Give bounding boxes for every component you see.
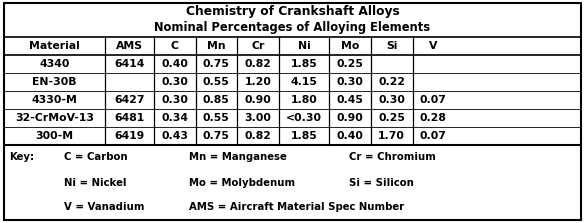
Text: 300-M: 300-M	[36, 131, 74, 141]
Text: 1.20: 1.20	[245, 77, 271, 87]
Text: EN-30B: EN-30B	[32, 77, 77, 87]
Text: 4340: 4340	[39, 59, 70, 69]
Text: 0.55: 0.55	[203, 113, 230, 123]
Text: Mn = Manganese: Mn = Manganese	[189, 153, 287, 163]
Text: 3.00: 3.00	[245, 113, 271, 123]
Text: V = Vanadium: V = Vanadium	[64, 202, 144, 213]
Text: 6414: 6414	[114, 59, 144, 69]
Text: 0.30: 0.30	[378, 95, 405, 105]
Text: 0.30: 0.30	[337, 77, 364, 87]
Text: C: C	[171, 41, 179, 51]
Text: 4330-M: 4330-M	[32, 95, 77, 105]
Text: 6427: 6427	[114, 95, 144, 105]
Text: <0.30: <0.30	[286, 113, 322, 123]
Text: 0.40: 0.40	[161, 59, 188, 69]
Text: 0.30: 0.30	[161, 77, 188, 87]
Text: Ni = Nickel: Ni = Nickel	[64, 178, 126, 188]
Text: 0.55: 0.55	[203, 77, 230, 87]
Text: 0.28: 0.28	[420, 113, 447, 123]
Text: Chemistry of Crankshaft Alloys: Chemistry of Crankshaft Alloys	[185, 6, 400, 19]
Text: 0.07: 0.07	[420, 131, 447, 141]
Text: Si = Silicon: Si = Silicon	[349, 178, 414, 188]
Text: AMS = Aircraft Material Spec Number: AMS = Aircraft Material Spec Number	[189, 202, 404, 213]
Text: Material: Material	[29, 41, 80, 51]
Text: 1.85: 1.85	[291, 59, 318, 69]
Text: 0.85: 0.85	[203, 95, 230, 105]
Text: 0.75: 0.75	[203, 59, 230, 69]
Text: 0.40: 0.40	[337, 131, 364, 141]
Text: 0.22: 0.22	[378, 77, 405, 87]
Text: 0.43: 0.43	[161, 131, 188, 141]
Text: 0.82: 0.82	[245, 59, 271, 69]
Text: 0.90: 0.90	[337, 113, 363, 123]
Text: 0.25: 0.25	[378, 113, 405, 123]
Text: 0.34: 0.34	[161, 113, 188, 123]
Text: 1.70: 1.70	[378, 131, 405, 141]
Text: Nominal Percentages of Alloying Elements: Nominal Percentages of Alloying Elements	[154, 21, 431, 35]
Text: AMS: AMS	[116, 41, 143, 51]
Text: Si: Si	[386, 41, 397, 51]
Text: Cr = Chromium: Cr = Chromium	[349, 153, 436, 163]
Text: Cr: Cr	[251, 41, 264, 51]
Text: 0.07: 0.07	[420, 95, 447, 105]
Text: Mn: Mn	[207, 41, 226, 51]
Text: 0.90: 0.90	[245, 95, 271, 105]
Text: Ni: Ni	[298, 41, 311, 51]
Text: Mo: Mo	[341, 41, 359, 51]
Text: 1.80: 1.80	[291, 95, 318, 105]
Text: 1.85: 1.85	[291, 131, 318, 141]
Text: 0.45: 0.45	[337, 95, 364, 105]
Text: 32-CrMoV-13: 32-CrMoV-13	[15, 113, 94, 123]
Text: 6481: 6481	[115, 113, 144, 123]
Text: 6419: 6419	[115, 131, 144, 141]
Text: V: V	[429, 41, 438, 51]
Text: 4.15: 4.15	[291, 77, 318, 87]
Text: C = Carbon: C = Carbon	[64, 153, 128, 163]
Text: Key:: Key:	[9, 153, 34, 163]
Text: 0.25: 0.25	[337, 59, 364, 69]
Text: 0.82: 0.82	[245, 131, 271, 141]
Text: Mo = Molybdenum: Mo = Molybdenum	[189, 178, 295, 188]
Text: 0.75: 0.75	[203, 131, 230, 141]
Text: 0.30: 0.30	[161, 95, 188, 105]
